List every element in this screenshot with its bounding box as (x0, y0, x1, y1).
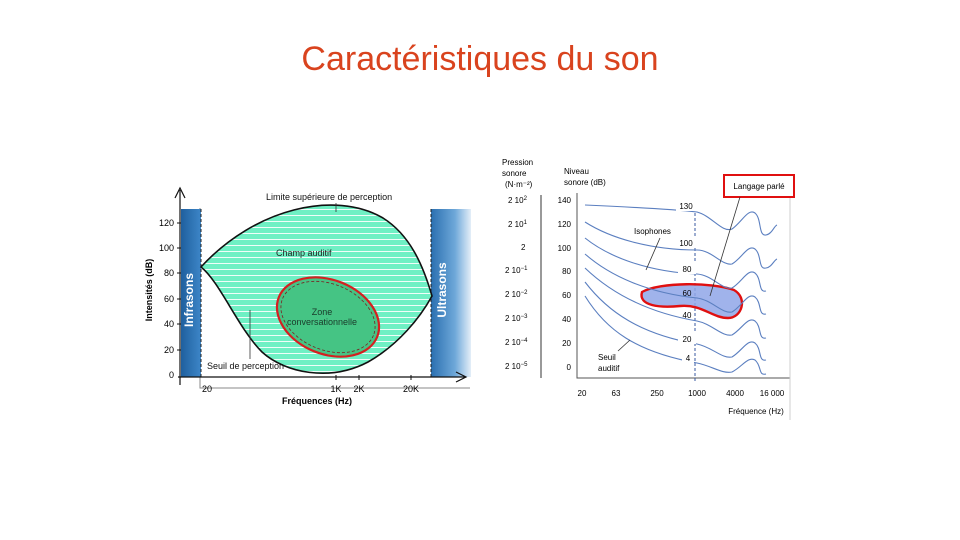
curve-label: 100 (679, 239, 693, 248)
curve-label: 20 (683, 335, 692, 344)
left-y-tick: 80 (164, 268, 174, 278)
ultrasons-label: Ultrasons (435, 262, 449, 318)
left-y-tick: 100 (159, 243, 174, 253)
freq-tick: 20 (578, 389, 587, 398)
pressure-value: 2 10−5 (505, 362, 528, 371)
zone-label-line1: Zone (312, 307, 333, 317)
freq-ticks: 20 63 250 1000 4000 16 000 (578, 389, 785, 398)
left-y-tick: 0 (169, 370, 174, 380)
speech-region (640, 283, 744, 320)
pressure-value: 2 10−4 (505, 338, 528, 347)
level-tick: 40 (562, 315, 571, 324)
pressure-value: 2 10−2 (505, 290, 528, 299)
curve-label: 80 (683, 265, 692, 274)
isophone-100 (584, 221, 778, 269)
left-y-tick: 60 (164, 294, 174, 304)
left-y-axis-label: Intensités (dB) (144, 259, 154, 322)
curve-label: 40 (683, 311, 692, 320)
zone-label-line2: conversationnelle (287, 317, 357, 327)
level-tick: 80 (562, 267, 571, 276)
conversational-zone (275, 276, 381, 358)
freq-tick: 63 (612, 389, 621, 398)
left-diagram: Infrasons Ultrasons Zone conversationnel… (144, 186, 471, 406)
pressure-header-line1: Pression (502, 158, 533, 167)
freq-tick: 4000 (726, 389, 744, 398)
isophone-curves (584, 204, 778, 375)
right-diagram: Pression sonore (N·m⁻²) Niveau sonore (d… (502, 158, 795, 420)
right-plot-frame (576, 193, 790, 379)
level-tick: 100 (558, 244, 572, 253)
left-y-tick: 20 (164, 345, 174, 355)
level-header-line1: Niveau (564, 167, 589, 176)
left-x-tick: 20K (403, 384, 419, 394)
pressure-value: 2 10−3 (505, 314, 528, 323)
pressure-header-line2: sonore (502, 169, 527, 178)
freq-tick: 250 (650, 389, 664, 398)
pressure-value: 2 10−1 (505, 266, 528, 275)
pressure-value: 2 101 (508, 220, 528, 229)
isophone-40 (584, 267, 767, 339)
slide-title: Caractéristiques du son (301, 40, 659, 78)
isophones-label: Isophones (634, 227, 671, 236)
left-y-ticks: 0 20 40 60 80 100 120 (159, 218, 181, 380)
left-y-tick: 40 (164, 319, 174, 329)
left-x-axis-label: Fréquences (Hz) (282, 396, 352, 406)
isophones-pointer (645, 237, 661, 271)
left-x-tick: 20 (202, 384, 212, 394)
freq-tick: 16 000 (760, 389, 785, 398)
upper-limit-label: Limite supérieure de perception (266, 192, 392, 202)
pressure-value: 2 (521, 243, 526, 252)
curve-label: 4 (686, 354, 691, 363)
isophone-130 (584, 204, 778, 236)
isophone-20 (584, 281, 767, 361)
level-header-line2: sonore (dB) (564, 178, 606, 187)
left-x-arrow (455, 371, 468, 383)
pressure-header-line3: (N·m⁻²) (505, 180, 533, 189)
ultrasons-band (431, 209, 471, 377)
isophone-labels: 130 100 80 60 40 20 4 (676, 200, 696, 363)
level-tick: 60 (562, 291, 571, 300)
freq-axis-label: Fréquence (Hz) (728, 407, 784, 416)
level-ticks: 140 120 100 80 60 40 20 0 (558, 196, 572, 372)
isophone-80 (584, 237, 767, 292)
left-y-arrow (174, 186, 186, 199)
infrasons-label: Infrasons (182, 273, 196, 327)
threshold-label-line2: auditif (598, 364, 620, 373)
curve-label: 60 (683, 289, 692, 298)
left-x-tick: 1K (330, 384, 341, 394)
speech-callout-label: Langage parlé (733, 182, 785, 191)
threshold-pointer (617, 339, 631, 352)
freq-tick: 1000 (688, 389, 706, 398)
infrasons-band (181, 209, 201, 377)
level-tick: 0 (567, 363, 572, 372)
pressure-values: 2 102 2 101 2 2 10−1 2 10−2 2 10−3 2 10−… (505, 196, 528, 371)
level-tick: 120 (558, 220, 572, 229)
curve-label: 130 (679, 202, 693, 211)
isophone-60 (584, 253, 767, 315)
level-tick: 20 (562, 339, 571, 348)
conversational-zone-inner (280, 280, 376, 354)
speech-callout-pointer (709, 196, 741, 297)
threshold-label: Seuil de perception (207, 361, 284, 371)
left-x-ticks: 20 1K 2K 20K (202, 375, 419, 394)
field-label: Champ auditif (276, 248, 332, 258)
threshold-label-line1: Seuil (598, 353, 616, 362)
speech-callout-box (723, 174, 795, 198)
isophone-4 (584, 295, 767, 375)
left-x-tick: 2K (353, 384, 364, 394)
left-y-tick: 120 (159, 218, 174, 228)
level-tick: 140 (558, 196, 572, 205)
pressure-value: 2 102 (508, 196, 528, 205)
